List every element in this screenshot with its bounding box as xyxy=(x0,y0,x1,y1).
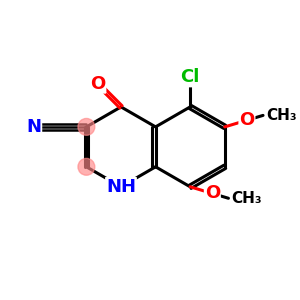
Text: O: O xyxy=(205,184,220,202)
Text: O: O xyxy=(239,111,254,129)
Circle shape xyxy=(78,118,95,135)
Text: CH₃: CH₃ xyxy=(266,108,297,123)
Text: O: O xyxy=(90,75,106,93)
Text: CH₃: CH₃ xyxy=(232,191,262,206)
Text: N: N xyxy=(26,118,41,136)
Circle shape xyxy=(78,158,95,175)
Text: NH: NH xyxy=(106,178,136,196)
Text: Cl: Cl xyxy=(181,68,200,86)
